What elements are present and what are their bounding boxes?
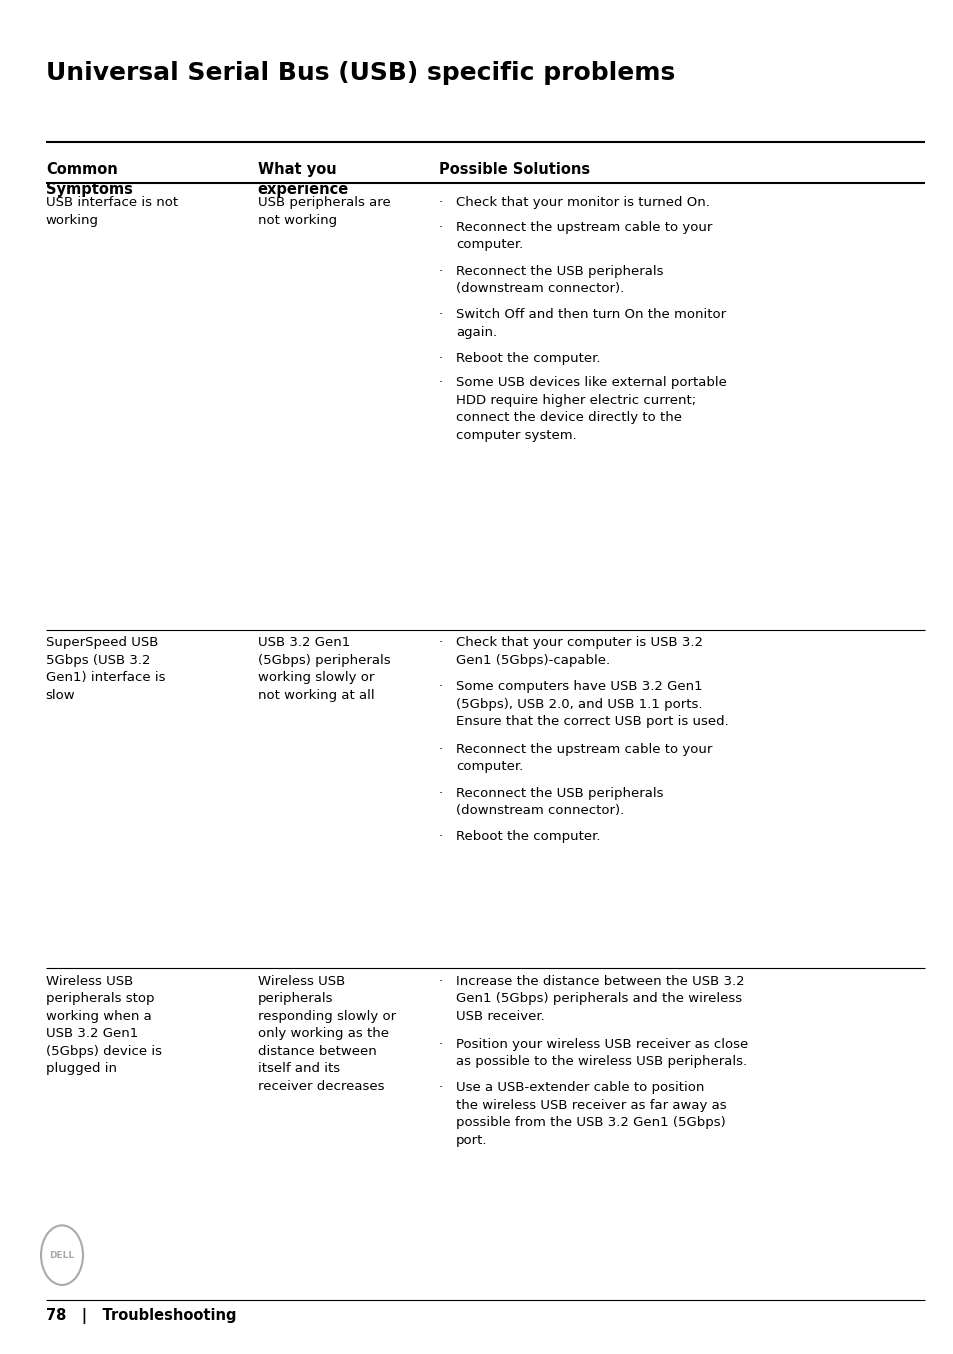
Text: Reconnect the USB peripherals
(downstream connector).: Reconnect the USB peripherals (downstrea… [456, 787, 663, 816]
Text: Wireless USB
peripherals stop
working when a
USB 3.2 Gen1
(5Gbps) device is
plug: Wireless USB peripherals stop working wh… [46, 975, 162, 1075]
Text: ·: · [438, 787, 442, 800]
Text: Reboot the computer.: Reboot the computer. [456, 352, 599, 366]
Text: ·: · [438, 221, 442, 234]
Text: USB 3.2 Gen1
(5Gbps) peripherals
working slowly or
not working at all: USB 3.2 Gen1 (5Gbps) peripherals working… [257, 636, 390, 701]
Text: ·: · [438, 636, 442, 650]
Text: Check that your computer is USB 3.2
Gen1 (5Gbps)-capable.: Check that your computer is USB 3.2 Gen1… [456, 636, 702, 668]
Text: ·: · [438, 309, 442, 321]
Text: Reconnect the upstream cable to your
computer.: Reconnect the upstream cable to your com… [456, 221, 712, 252]
Text: Some USB devices like external portable
HDD require higher electric current;
con: Some USB devices like external portable … [456, 376, 726, 441]
Text: ·: · [438, 830, 442, 844]
Text: ·: · [438, 680, 442, 693]
Text: ·: · [438, 975, 442, 988]
Text: USB peripherals are
not working: USB peripherals are not working [257, 196, 390, 227]
Text: Reboot the computer.: Reboot the computer. [456, 830, 599, 844]
Text: Reconnect the upstream cable to your
computer.: Reconnect the upstream cable to your com… [456, 743, 712, 773]
Text: Some computers have USB 3.2 Gen1
(5Gbps), USB 2.0, and USB 1.1 ports.
Ensure tha: Some computers have USB 3.2 Gen1 (5Gbps)… [456, 680, 728, 728]
Text: ·: · [438, 196, 442, 210]
Text: DELL: DELL [50, 1251, 74, 1259]
Text: ·: · [438, 1037, 442, 1051]
Text: Common
Symptoms: Common Symptoms [46, 162, 132, 196]
Text: Switch Off and then turn On the monitor
again.: Switch Off and then turn On the monitor … [456, 309, 725, 338]
Text: Use a USB-extender cable to position
the wireless USB receiver as far away as
po: Use a USB-extender cable to position the… [456, 1082, 726, 1147]
Text: USB interface is not
working: USB interface is not working [46, 196, 177, 227]
Text: Wireless USB
peripherals
responding slowly or
only working as the
distance betwe: Wireless USB peripherals responding slow… [257, 975, 395, 1093]
Text: ·: · [438, 264, 442, 278]
Text: What you
experience: What you experience [257, 162, 349, 196]
Text: 78   |   Troubleshooting: 78 | Troubleshooting [46, 1308, 236, 1324]
Text: ·: · [438, 743, 442, 756]
Text: ·: · [438, 1082, 442, 1094]
Text: Check that your monitor is turned On.: Check that your monitor is turned On. [456, 196, 709, 210]
Text: SuperSpeed USB
5Gbps (USB 3.2
Gen1) interface is
slow: SuperSpeed USB 5Gbps (USB 3.2 Gen1) inte… [46, 636, 165, 701]
Text: Increase the distance between the USB 3.2
Gen1 (5Gbps) peripherals and the wirel: Increase the distance between the USB 3.… [456, 975, 744, 1022]
Text: ·: · [438, 376, 442, 390]
Text: Possible Solutions: Possible Solutions [438, 162, 589, 177]
Text: Universal Serial Bus (USB) specific problems: Universal Serial Bus (USB) specific prob… [46, 61, 675, 85]
Text: Position your wireless USB receiver as close
as possible to the wireless USB per: Position your wireless USB receiver as c… [456, 1037, 747, 1068]
Text: ·: · [438, 352, 442, 366]
Text: Reconnect the USB peripherals
(downstream connector).: Reconnect the USB peripherals (downstrea… [456, 264, 663, 295]
